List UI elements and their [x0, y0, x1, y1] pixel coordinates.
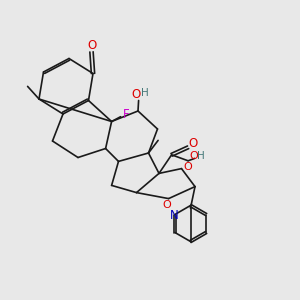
Text: H: H: [141, 88, 148, 98]
Text: O: O: [87, 39, 96, 52]
Text: O: O: [132, 88, 141, 101]
Text: F: F: [123, 107, 129, 121]
Text: N: N: [170, 209, 179, 222]
Text: O: O: [163, 200, 172, 210]
Text: H: H: [197, 151, 205, 161]
Text: O: O: [184, 162, 193, 172]
Text: O: O: [189, 137, 198, 150]
Text: O: O: [189, 151, 198, 161]
